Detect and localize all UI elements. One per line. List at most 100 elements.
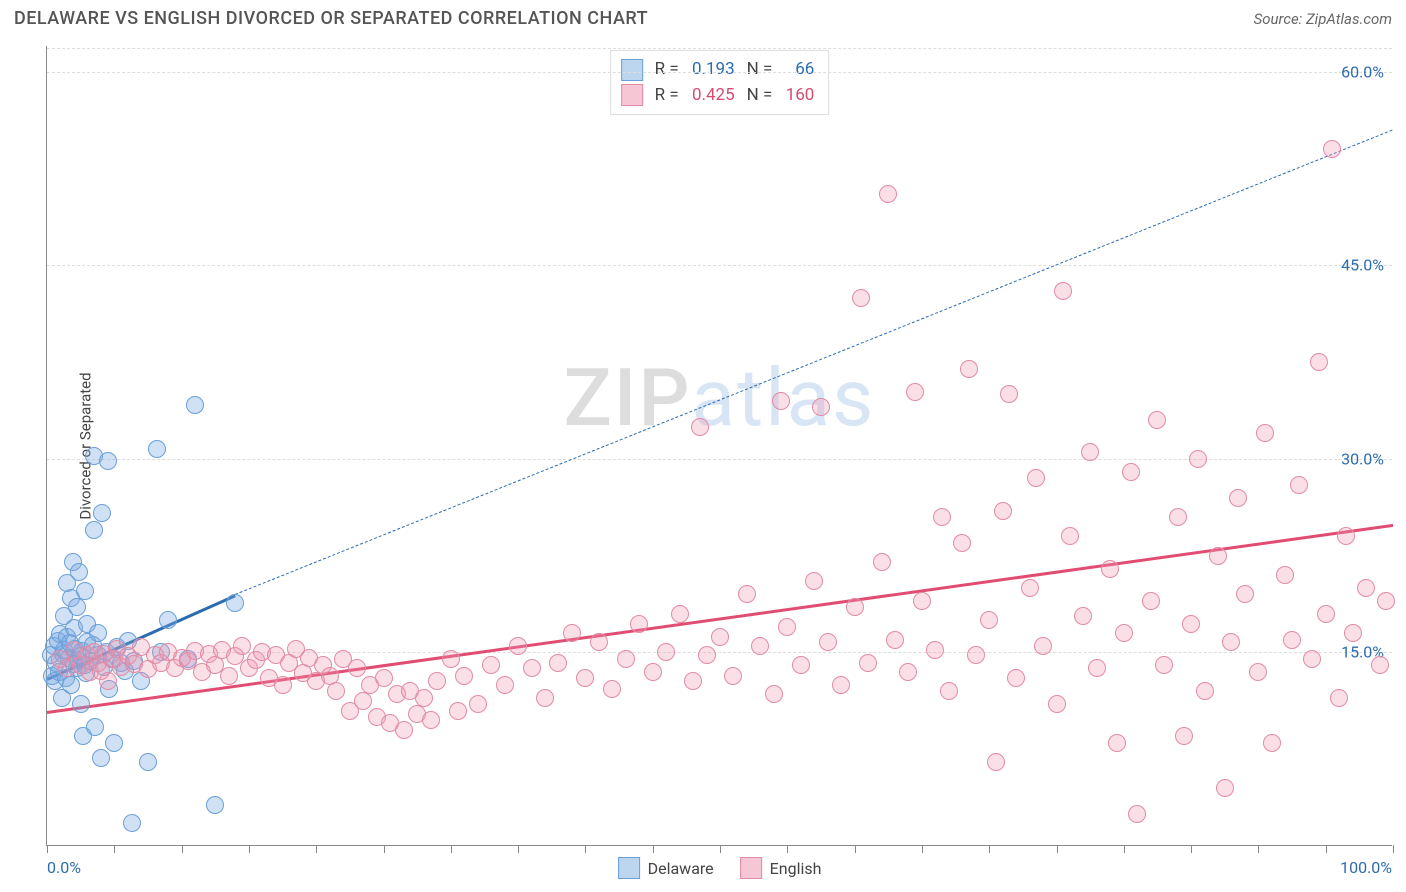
- scatter-marker: [603, 680, 621, 698]
- x-tick: [451, 845, 452, 853]
- stat-n-value: 66: [780, 57, 814, 83]
- scatter-marker: [879, 185, 897, 203]
- gridline: [47, 265, 1392, 266]
- scatter-marker: [1061, 527, 1079, 545]
- scatter-marker: [469, 695, 487, 713]
- scatter-marker: [1142, 592, 1160, 610]
- scatter-marker: [72, 695, 90, 713]
- scatter-marker: [1229, 489, 1247, 507]
- stats-legend-box: R =0.193N =66R =0.425N =160: [610, 50, 830, 115]
- legend-swatch: [618, 857, 640, 879]
- scatter-marker: [1101, 560, 1119, 578]
- scatter-marker: [1169, 508, 1187, 526]
- scatter-marker: [953, 534, 971, 552]
- scatter-marker: [765, 685, 783, 703]
- bottom-legend: Delaware English: [618, 857, 822, 879]
- scatter-marker: [1236, 585, 1254, 603]
- scatter-marker: [1357, 579, 1375, 597]
- scatter-marker: [1323, 140, 1341, 158]
- x-tick: [1326, 845, 1327, 853]
- scatter-marker: [482, 656, 500, 674]
- scatter-marker: [684, 672, 702, 690]
- scatter-marker: [1000, 385, 1018, 403]
- scatter-marker: [1148, 411, 1166, 429]
- x-tick: [1057, 845, 1058, 853]
- x-tick: [720, 845, 721, 853]
- scatter-marker: [1216, 779, 1234, 797]
- scatter-marker: [1175, 727, 1193, 745]
- scatter-marker: [70, 563, 88, 581]
- x-tick: [653, 845, 654, 853]
- x-tick: [922, 845, 923, 853]
- scatter-marker: [422, 711, 440, 729]
- scatter-marker: [89, 624, 107, 642]
- legend-label: Delaware: [648, 859, 714, 878]
- legend-item: English: [740, 857, 822, 879]
- scatter-marker: [1182, 615, 1200, 633]
- scatter-marker: [873, 553, 891, 571]
- stat-n-label: N =: [747, 83, 773, 109]
- scatter-marker: [1330, 689, 1348, 707]
- scatter-marker: [226, 594, 244, 612]
- scatter-marker: [576, 669, 594, 687]
- scatter-marker: [1310, 353, 1328, 371]
- scatter-marker: [1034, 637, 1052, 655]
- scatter-marker: [220, 667, 238, 685]
- scatter-marker: [792, 656, 810, 674]
- scatter-marker: [772, 392, 790, 410]
- scatter-marker: [549, 654, 567, 672]
- scatter-marker: [123, 814, 141, 832]
- scatter-marker: [1074, 607, 1092, 625]
- stats-row: R =0.425N =160: [621, 83, 815, 109]
- scatter-marker: [711, 628, 729, 646]
- x-tick: [989, 845, 990, 853]
- scatter-marker: [1115, 624, 1133, 642]
- x-tick: [1258, 845, 1259, 853]
- x-tick: [182, 845, 183, 853]
- scatter-marker: [449, 702, 467, 720]
- scatter-marker: [980, 611, 998, 629]
- scatter-marker: [859, 654, 877, 672]
- scatter-marker: [926, 641, 944, 659]
- stat-r-value: 0.425: [687, 83, 735, 109]
- scatter-marker: [805, 572, 823, 590]
- scatter-marker: [886, 631, 904, 649]
- stats-row: R =0.193N =66: [621, 57, 815, 83]
- x-axis-max-label: 100.0%: [1340, 858, 1392, 877]
- x-tick: [384, 845, 385, 853]
- scatter-marker: [1048, 695, 1066, 713]
- scatter-marker: [1081, 443, 1099, 461]
- source-label: Source: ZipAtlas.com: [1254, 10, 1392, 28]
- scatter-marker: [1122, 463, 1140, 481]
- scatter-marker: [987, 753, 1005, 771]
- scatter-marker: [105, 734, 123, 752]
- scatter-marker: [428, 672, 446, 690]
- scatter-marker: [1027, 469, 1045, 487]
- scatter-marker: [375, 669, 393, 687]
- scatter-marker: [442, 650, 460, 668]
- scatter-marker: [455, 667, 473, 685]
- stat-r-label: R =: [655, 57, 679, 83]
- scatter-marker: [1371, 656, 1389, 674]
- scatter-marker: [1189, 450, 1207, 468]
- stat-r-label: R =: [655, 83, 679, 109]
- scatter-marker: [724, 667, 742, 685]
- y-tick-label: 30.0%: [1341, 449, 1384, 468]
- x-tick: [787, 845, 788, 853]
- scatter-marker: [1222, 633, 1240, 651]
- scatter-marker: [590, 633, 608, 651]
- scatter-marker: [1054, 282, 1072, 300]
- scatter-marker: [630, 615, 648, 633]
- scatter-marker: [1088, 659, 1106, 677]
- scatter-marker: [933, 508, 951, 526]
- scatter-marker: [960, 360, 978, 378]
- scatter-marker: [509, 637, 527, 655]
- scatter-marker: [1155, 656, 1173, 674]
- scatter-marker: [899, 663, 917, 681]
- scatter-marker: [1290, 476, 1308, 494]
- x-tick: [47, 845, 48, 853]
- scatter-marker: [1283, 631, 1301, 649]
- chart-header: DELAWARE VS ENGLISH DIVORCED OR SEPARATE…: [14, 8, 1392, 29]
- scatter-marker: [327, 682, 345, 700]
- chart-root: DELAWARE VS ENGLISH DIVORCED OR SEPARATE…: [0, 0, 1406, 892]
